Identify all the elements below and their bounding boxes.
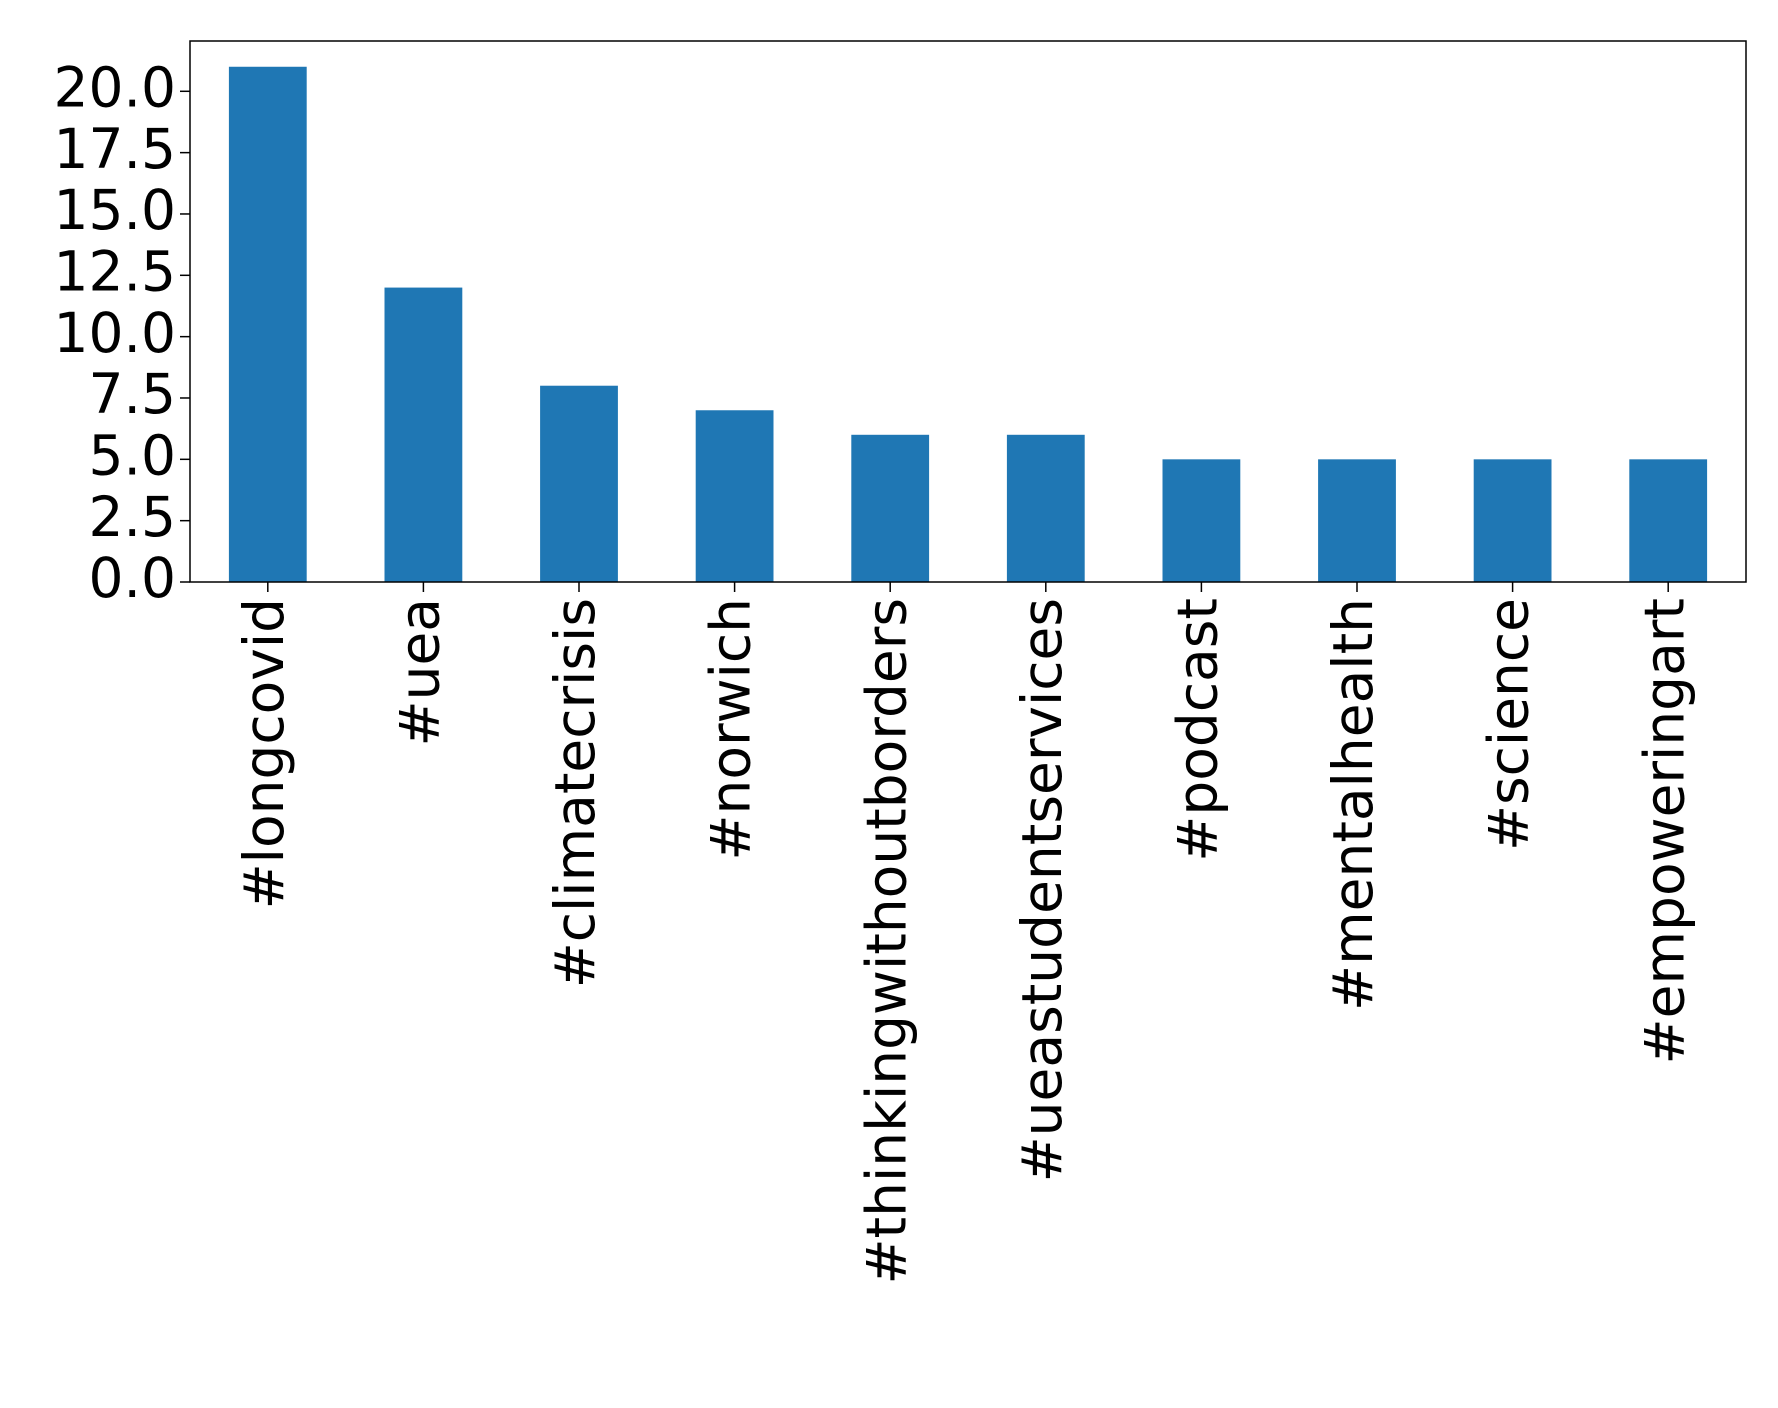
- x-tick-label: #climatecrisis: [543, 598, 607, 988]
- x-tick-label: #norwich: [699, 598, 763, 861]
- x-tick-label: #podcast: [1166, 598, 1230, 862]
- bar: [228, 66, 307, 582]
- bar: [1473, 459, 1552, 582]
- y-tick-label: 7.5: [89, 362, 176, 426]
- bar: [1162, 459, 1241, 582]
- bar: [384, 287, 463, 582]
- y-tick-label: 5.0: [89, 423, 176, 487]
- x-tick-label: #mentalhealth: [1321, 598, 1385, 1011]
- x-tick-label: #thinkingwithoutborders: [854, 598, 918, 1285]
- plot-frame: [189, 40, 1747, 583]
- y-tick-label: 10.0: [54, 301, 176, 365]
- y-tick-label: 20.0: [54, 55, 176, 119]
- x-tick-label: #science: [1477, 598, 1541, 851]
- x-tick-label: #ueastudentservices: [1010, 598, 1074, 1182]
- y-tick-label: 17.5: [54, 117, 176, 181]
- bar: [1318, 459, 1396, 582]
- y-tick-label: 2.5: [89, 485, 176, 549]
- bar: [695, 410, 774, 582]
- bar: [540, 385, 618, 582]
- y-tick-label: 12.5: [54, 239, 176, 303]
- x-tick-label: #empoweringart: [1632, 598, 1696, 1064]
- bar: [1629, 459, 1708, 582]
- y-tick-label: 15.0: [54, 178, 176, 242]
- bar: [1006, 434, 1085, 582]
- x-tick-label: #uea: [388, 598, 452, 746]
- bar: [851, 434, 930, 582]
- y-tick-label: 0.0: [89, 546, 176, 610]
- x-tick-label: #longcovid: [232, 598, 296, 909]
